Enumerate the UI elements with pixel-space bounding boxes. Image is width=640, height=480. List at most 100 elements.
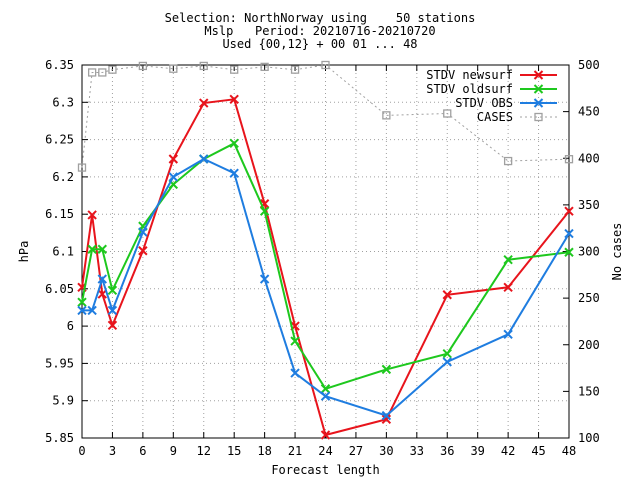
data-point	[87, 244, 97, 254]
data-point	[442, 357, 452, 367]
data-point	[108, 65, 117, 74]
data-point	[97, 244, 107, 254]
data-point	[98, 68, 107, 77]
series-layer	[77, 60, 574, 440]
legend-label: STDV OBS	[455, 96, 513, 110]
data-point	[321, 60, 330, 70]
y2-tick-label: 500	[578, 58, 600, 72]
data-point	[107, 285, 118, 295]
data-point	[381, 410, 392, 421]
x-tick-label: 24	[318, 444, 332, 458]
data-point	[382, 111, 391, 120]
y-tick-label: 6.3	[52, 95, 74, 109]
data-point	[107, 320, 118, 331]
y2-tick-label: 350	[578, 198, 600, 212]
y2-tick-label: 150	[578, 384, 600, 398]
data-point	[564, 228, 574, 239]
chart-caption: Used {00,12} + 00 01 ... 48	[222, 37, 418, 51]
data-point	[503, 156, 513, 166]
x-tick-label: 18	[257, 444, 271, 458]
x-tick-label: 0	[78, 444, 85, 458]
data-point	[87, 210, 97, 220]
series-cases	[77, 60, 574, 172]
data-point	[138, 246, 148, 256]
data-point	[138, 227, 148, 237]
data-point	[381, 364, 392, 375]
data-point	[97, 289, 107, 299]
data-point	[290, 65, 300, 74]
legend-entry: STDV oldsurf	[426, 82, 557, 96]
data-point	[87, 305, 97, 316]
data-point	[77, 297, 87, 307]
data-point	[199, 61, 208, 71]
data-point	[260, 62, 269, 72]
y-tick-label: 6.2	[52, 170, 74, 184]
y-tick-label: 6	[67, 319, 74, 333]
x-tick-label: 27	[349, 444, 363, 458]
chart-title: Selection: NorthNorway using 50 stations	[164, 11, 476, 25]
x-tick-label: 12	[197, 444, 211, 458]
axis-ticks: 0 3 6 9 12 15 18 21 24 27 30 33 36 39 42 45 485.855.95.9…	[45, 58, 600, 458]
x-tick-label: 3	[109, 444, 116, 458]
data-point	[169, 64, 178, 73]
y-tick-label: 6.25	[45, 133, 74, 147]
x-tick-label: 39	[470, 444, 484, 458]
x-tick-label: 33	[410, 444, 424, 458]
data-point	[443, 109, 452, 118]
y-tick-label: 6.1	[52, 245, 74, 259]
series-line	[81, 64, 570, 168]
y2-tick-label: 200	[578, 338, 600, 352]
data-point	[229, 94, 239, 105]
data-point	[259, 274, 270, 284]
series-stdv-newsurf	[77, 94, 574, 440]
data-point	[381, 414, 392, 425]
data-point	[503, 254, 513, 265]
x-tick-label: 42	[501, 444, 515, 458]
y-tick-label: 6.15	[45, 207, 74, 221]
y-tick-label: 6.05	[45, 282, 74, 296]
data-point	[168, 154, 179, 164]
legend-entry: CASES	[477, 110, 557, 124]
legend-entry: STDV newsurf	[426, 68, 557, 82]
legend-entry: STDV OBS	[455, 96, 557, 110]
legend-label: STDV newsurf	[426, 68, 513, 82]
series-stdv-oldsurf	[77, 138, 574, 394]
data-point	[503, 282, 513, 293]
data-point	[77, 163, 87, 172]
data-point	[87, 68, 97, 77]
data-point	[564, 155, 574, 164]
x-tick-label: 45	[531, 444, 545, 458]
legend-label: STDV oldsurf	[426, 82, 513, 96]
data-point	[77, 305, 87, 316]
y-tick-label: 6.35	[45, 58, 74, 72]
data-point	[442, 290, 452, 300]
data-point	[97, 274, 107, 284]
x-tick-label: 9	[170, 444, 177, 458]
y2-tick-label: 450	[578, 105, 600, 119]
data-point	[199, 154, 209, 164]
x-tick-label: 30	[379, 444, 393, 458]
y-axis-label: hPa	[17, 241, 31, 263]
legend-marker	[533, 84, 544, 94]
data-point	[229, 138, 239, 149]
data-point	[259, 206, 270, 216]
data-point	[199, 98, 209, 108]
legend-marker	[533, 70, 544, 80]
series-stdv-obs	[77, 154, 574, 421]
x-tick-label: 15	[227, 444, 241, 458]
y2-tick-label: 100	[578, 431, 600, 445]
x-tick-label: 36	[440, 444, 454, 458]
data-point	[229, 168, 239, 178]
legend-marker	[533, 98, 544, 108]
data-point	[107, 305, 118, 316]
data-point	[290, 336, 300, 346]
y2-tick-label: 250	[578, 291, 600, 305]
y2-axis-label: No cases	[610, 223, 624, 281]
data-point	[168, 172, 179, 182]
data-point	[442, 348, 452, 359]
data-point	[230, 65, 239, 74]
data-point	[564, 247, 574, 257]
y-tick-label: 5.95	[45, 356, 74, 370]
